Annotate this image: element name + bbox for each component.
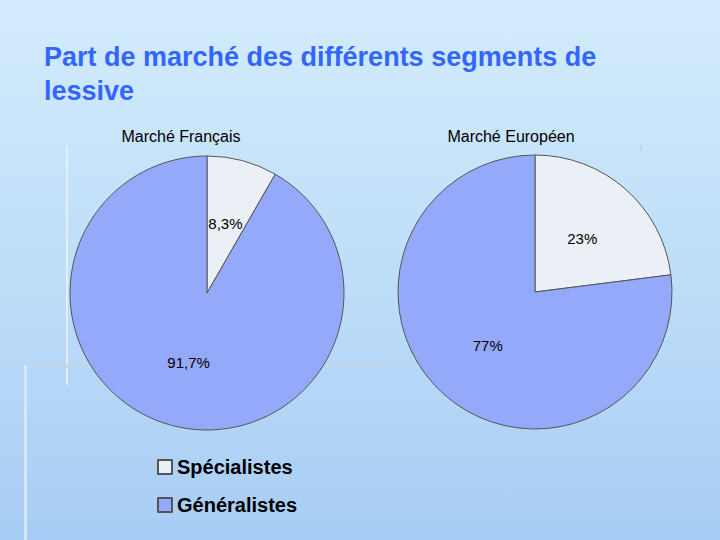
svg-text:91,7%: 91,7% [167, 354, 210, 371]
svg-text:23%: 23% [567, 230, 597, 247]
svg-text:Marché Français: Marché Français [121, 128, 240, 145]
svg-text:Spécialistes: Spécialistes [177, 456, 293, 478]
html-text:Part de marché des différents: Part de marché des différents segments d… [44, 42, 597, 106]
svg-text:Généralistes: Généralistes [177, 494, 297, 516]
svg-text:77%: 77% [473, 337, 503, 354]
svg-text:8,3%: 8,3% [208, 215, 242, 232]
svg-text:Marché Européen: Marché Européen [447, 128, 574, 145]
